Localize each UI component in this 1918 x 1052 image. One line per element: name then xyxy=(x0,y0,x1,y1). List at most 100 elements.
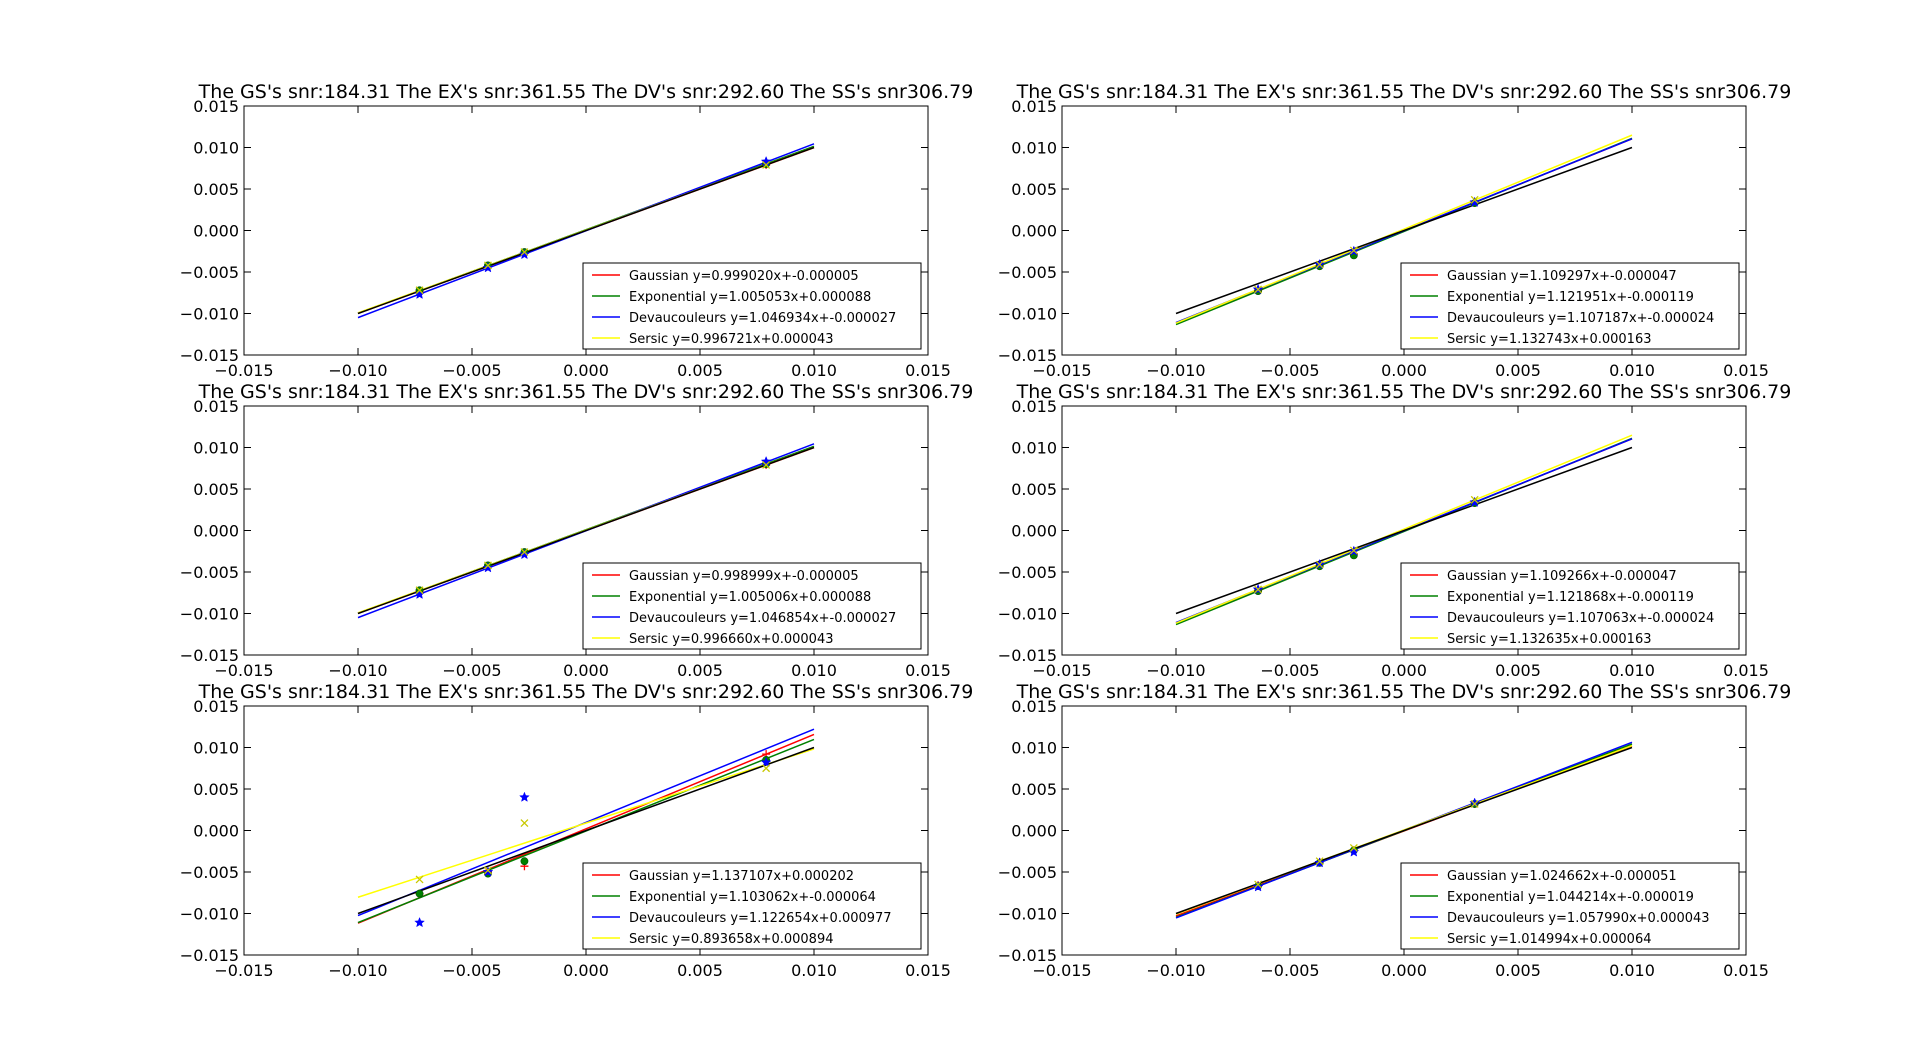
subplot-2: The GS's snr:184.31 The EX's snr:361.55 … xyxy=(998,81,1792,380)
y-tick-label: 0.000 xyxy=(1011,522,1057,541)
data-point-sersic xyxy=(1254,880,1263,889)
plot-area xyxy=(1175,134,1633,326)
y-tick-label: 0.000 xyxy=(193,222,239,241)
data-point-devaucouleurs xyxy=(414,916,425,928)
x-tick-label: 0.015 xyxy=(1723,661,1769,680)
y-tick-label: −0.005 xyxy=(998,263,1057,282)
axes-frame xyxy=(1061,405,1747,656)
legend-label-sersic: Sersic y=0.996660x+0.000043 xyxy=(629,632,834,647)
x-tick-label: −0.015 xyxy=(214,361,273,380)
legend: Gaussian y=1.109297x+-0.000047 Exponentia… xyxy=(1400,262,1740,350)
data-point-sersic xyxy=(1470,195,1479,204)
legend-label-devaucouleurs: Devaucouleurs y=1.046854x+-0.000027 xyxy=(629,611,896,626)
legend-frame xyxy=(1400,562,1740,650)
subplot-1: The GS's snr:184.31 The EX's snr:361.55 … xyxy=(180,81,974,380)
reference-line xyxy=(357,446,815,615)
y-tick-label: −0.015 xyxy=(998,946,1057,965)
legend-label-exponential: Exponential y=1.005053x+0.000088 xyxy=(629,290,871,305)
axes-frame xyxy=(1061,705,1747,956)
plot-area xyxy=(1175,741,1633,919)
x-tick-label: 0.000 xyxy=(563,661,609,680)
data-point-sersic xyxy=(484,866,492,875)
x-tick-label: −0.010 xyxy=(328,961,387,980)
axes-frame xyxy=(243,705,929,956)
legend-label-devaucouleurs: Devaucouleurs y=1.046934x+-0.000027 xyxy=(629,311,896,326)
data-point-exponential xyxy=(415,889,424,898)
y-tick-label: −0.010 xyxy=(180,905,239,924)
x-tick-label: −0.005 xyxy=(1260,961,1319,980)
plot-title: The GS's snr:184.31 The EX's snr:361.55 … xyxy=(198,81,974,103)
legend-label-exponential: Exponential y=1.121868x+-0.000119 xyxy=(1447,590,1694,605)
legend-label-gaussian: Gaussian y=1.109297x+-0.000047 xyxy=(1447,269,1677,284)
data-point-sersic xyxy=(520,248,529,257)
y-tick-label: 0.005 xyxy=(193,480,239,499)
plot-title: The GS's snr:184.31 The EX's snr:361.55 … xyxy=(1016,681,1792,703)
y-tick-label: 0.010 xyxy=(1011,139,1057,158)
legend-frame xyxy=(1400,262,1740,350)
data-point-devaucouleurs xyxy=(760,455,772,467)
legend-label-sersic: Sersic y=0.996721x+0.000043 xyxy=(629,332,834,347)
axes-frame xyxy=(1061,105,1747,356)
y-tick-label: 0.015 xyxy=(193,97,239,116)
x-tick-label: −0.010 xyxy=(1146,661,1205,680)
data-point-sersic xyxy=(1315,560,1324,569)
plot-area xyxy=(357,443,815,619)
x-tick-label: 0.015 xyxy=(905,361,951,380)
x-tick-label: 0.015 xyxy=(1723,361,1769,380)
x-tick-label: −0.010 xyxy=(328,361,387,380)
x-tick-label: 0.010 xyxy=(1609,661,1655,680)
x-tick-label: 0.000 xyxy=(1381,661,1427,680)
x-tick-label: −0.015 xyxy=(1032,661,1091,680)
data-point-sersic xyxy=(762,460,771,469)
legend: Gaussian y=1.024662x+-0.000051 Exponentia… xyxy=(1400,862,1740,950)
y-tick-label: 0.010 xyxy=(1011,439,1057,458)
subplot-4: The GS's snr:184.31 The EX's snr:361.55 … xyxy=(998,381,1792,680)
x-tick-label: 0.005 xyxy=(677,661,723,680)
legend-frame xyxy=(582,562,922,650)
y-tick-label: 0.000 xyxy=(1011,222,1057,241)
x-tick-label: 0.010 xyxy=(1609,361,1655,380)
subplot-6: The GS's snr:184.31 The EX's snr:361.55 … xyxy=(998,681,1792,980)
data-point-devaucouleurs xyxy=(482,562,494,573)
data-point-devaucouleurs xyxy=(1469,797,1481,808)
x-tick-label: 0.005 xyxy=(1495,961,1541,980)
y-tick-label: 0.005 xyxy=(193,780,239,799)
legend-label-gaussian: Gaussian y=0.999020x+-0.000005 xyxy=(629,269,859,284)
y-tick-label: 0.005 xyxy=(193,180,239,199)
x-tick-label: −0.005 xyxy=(442,361,501,380)
y-tick-label: −0.010 xyxy=(998,905,1057,924)
fit-line-sersic xyxy=(1175,434,1633,624)
x-tick-label: 0.000 xyxy=(563,961,609,980)
fit-line-sersic xyxy=(1175,134,1633,324)
y-tick-label: 0.010 xyxy=(193,739,239,758)
reference-line xyxy=(357,146,815,315)
legend-frame xyxy=(582,262,922,350)
data-point-sersic xyxy=(1349,843,1358,852)
y-tick-label: −0.005 xyxy=(180,563,239,582)
y-tick-label: 0.015 xyxy=(193,697,239,716)
legend-label-devaucouleurs: Devaucouleurs y=1.107063x+-0.000024 xyxy=(1447,611,1714,626)
y-tick-label: −0.010 xyxy=(998,605,1057,624)
x-tick-label: −0.005 xyxy=(442,961,501,980)
x-tick-label: 0.010 xyxy=(791,961,837,980)
data-point-devaucouleurs xyxy=(519,548,530,560)
plot-title: The GS's snr:184.31 The EX's snr:361.55 … xyxy=(1016,81,1792,103)
x-tick-label: −0.010 xyxy=(1146,361,1205,380)
y-tick-label: 0.005 xyxy=(1011,780,1057,799)
y-tick-label: 0.000 xyxy=(193,522,239,541)
data-point-sersic xyxy=(1470,799,1479,808)
legend-label-devaucouleurs: Devaucouleurs y=1.122654x+0.000977 xyxy=(629,911,892,926)
y-tick-label: −0.005 xyxy=(180,863,239,882)
data-point-sersic xyxy=(1349,246,1358,255)
data-point-devaucouleurs xyxy=(414,588,425,600)
data-point-sersic xyxy=(520,819,529,827)
x-tick-label: −0.015 xyxy=(1032,361,1091,380)
x-tick-label: 0.005 xyxy=(677,361,723,380)
y-tick-label: −0.010 xyxy=(998,305,1057,324)
y-tick-label: 0.015 xyxy=(1011,697,1057,716)
data-point-sersic xyxy=(1315,260,1324,269)
data-point-devaucouleurs xyxy=(1348,846,1360,857)
data-point-devaucouleurs xyxy=(1252,881,1264,892)
data-point-devaucouleurs xyxy=(519,248,530,260)
